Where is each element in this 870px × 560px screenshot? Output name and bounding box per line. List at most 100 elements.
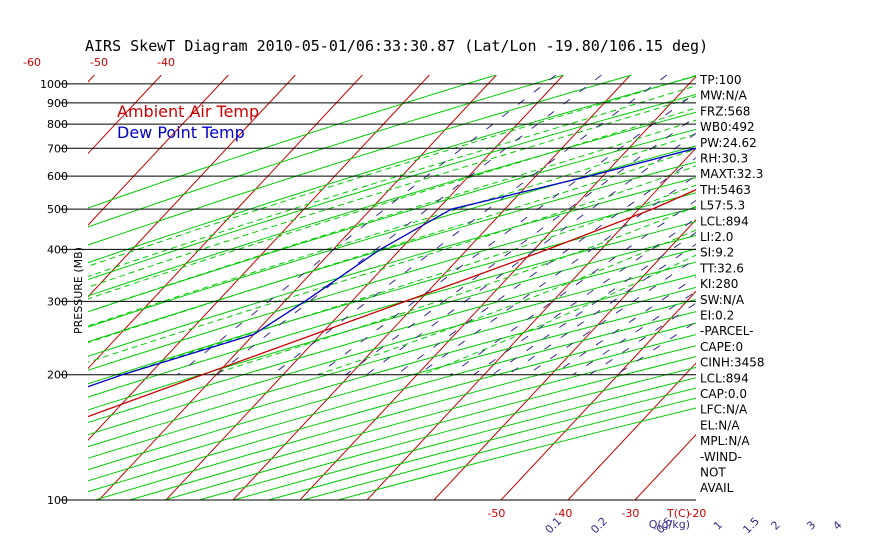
dry-adiabat-line: [88, 221, 696, 398]
dry-adiabat-line: [88, 234, 696, 411]
mixing-ratio-label: 0.2: [588, 515, 610, 537]
isotherm-line: [88, 75, 430, 441]
dry-adiabat-line: [88, 299, 696, 471]
mixing-ratio-line: [527, 257, 696, 376]
index-item: PW:24.62: [700, 136, 757, 150]
pressure-tick-label: 800: [47, 118, 68, 131]
dry-adiabat-line: [337, 407, 696, 500]
pressure-tick-label: 500: [47, 203, 68, 216]
dry-adiabat-line: [164, 356, 696, 500]
dry-adiabat-line: [88, 177, 696, 357]
pressure-tick-label: 1000: [40, 78, 68, 91]
isotherm-line: [433, 219, 696, 500]
temp-tick-label-top: -60: [23, 56, 41, 69]
moist-adiabat-line: [88, 75, 696, 267]
mixing-ratio-label: 3: [804, 518, 818, 532]
index-item: AVAIL: [700, 481, 734, 495]
dry-adiabat-line: [88, 75, 633, 246]
isotherm-line: [88, 75, 229, 226]
temp-tick-label-bottom: -30: [621, 507, 639, 520]
mixing-ratio-line: [507, 243, 696, 376]
moist-adiabat-line: [121, 184, 696, 376]
mixing-ratio-line: [396, 157, 696, 376]
index-item: L57:5.3: [700, 199, 745, 213]
moist-adiabat-line: [210, 205, 696, 376]
moist-adiabat-line: [88, 107, 696, 300]
isotherm-line: [165, 75, 564, 500]
pressure-tick-label: 600: [47, 170, 68, 183]
mixing-ratio-line: [345, 115, 696, 376]
index-item: NOT: [700, 466, 726, 480]
dry-adiabat-line: [88, 93, 696, 281]
dry-adiabat-line: [88, 128, 696, 313]
dry-adiabat-line: [303, 397, 696, 500]
dry-adiabat-line: [88, 322, 696, 493]
index-item: RH:30.3: [700, 152, 748, 166]
dry-adiabat-line: [88, 111, 696, 297]
mixing-ratio-line: [272, 75, 668, 376]
index-item: SI:9.2: [700, 246, 734, 260]
index-item: CAPE:0: [700, 340, 743, 354]
index-item: KI:280: [700, 277, 738, 291]
index-item: MAXT:32.3: [700, 167, 763, 181]
index-item: MPL:N/A: [700, 434, 750, 448]
dry-adiabat-line: [88, 261, 696, 436]
pressure-tick-label: 300: [47, 295, 68, 308]
index-item: TH:5463: [699, 183, 751, 197]
mixing-ratio-line: [492, 231, 696, 376]
index-item: MW:N/A: [700, 89, 748, 103]
mixing-ratio-lines: [177, 75, 696, 376]
index-item: EI:0.2: [700, 309, 734, 323]
index-item: LFC:N/A: [700, 403, 748, 417]
index-item: WB0:492: [700, 120, 755, 134]
temp-tick-label-top: -50: [90, 56, 108, 69]
moist-adiabat-line: [88, 85, 696, 278]
index-item: LI:2.0: [700, 230, 733, 244]
temp-unit-label: T(C): [666, 507, 690, 520]
pressure-tick-label: 100: [47, 494, 68, 507]
isotherm-line: [88, 75, 162, 155]
index-item: TP:100: [699, 73, 742, 87]
isotherm-line: [0, 75, 27, 500]
index-item: -PARCEL-: [700, 324, 754, 338]
mixing-unit-label: Q(g/kg): [649, 518, 690, 531]
temp-tick-label-top: -40: [157, 56, 175, 69]
dry-adiabat-line: [88, 192, 696, 371]
moist-adiabat-line: [317, 229, 696, 376]
series-line: [88, 147, 696, 388]
isotherm-lines: [0, 75, 696, 500]
index-item: -WIND-: [700, 450, 742, 464]
mixing-ratio-label: 2: [769, 518, 783, 532]
mixing-ratio-line: [177, 75, 557, 376]
dry-adiabat-line: [88, 75, 565, 228]
pressure-gridlines: 100 200 300 400 500 600 700 800 900 1000: [40, 78, 696, 507]
isotherm-line: [232, 75, 631, 500]
dry-adiabat-line: [88, 274, 696, 448]
legend: Ambient Air Temp Dew Point Temp: [117, 102, 259, 142]
pressure-tick-label: 700: [47, 142, 68, 155]
mixing-ratio-line: [366, 132, 696, 376]
dry-adiabat-line: [199, 366, 696, 500]
axis-labels: -50-40-30-20T(C)-120-110-100-90-80-70-60…: [23, 56, 870, 537]
index-item: SW:N/A: [700, 293, 745, 307]
moist-adiabat-line: [88, 133, 696, 327]
isotherm-line: [567, 362, 696, 500]
pressure-tick-label: 900: [47, 97, 68, 110]
moist-adiabat-line: [88, 165, 696, 363]
mixing-ratio-label: 4: [830, 518, 844, 532]
pressure-tick-label: 400: [47, 243, 68, 256]
dry-adiabat-line: [88, 206, 696, 385]
temp-tick-label-bottom: -50: [487, 507, 505, 520]
dry-adiabat-line: [88, 75, 497, 209]
chart-title: AIRS SkewT Diagram 2010-05-01/06:33:30.8…: [85, 37, 708, 55]
dry-adiabat-line: [88, 311, 696, 482]
pressure-tick-label: 200: [47, 369, 68, 382]
index-item: EL:N/A: [700, 418, 740, 432]
y-axis-label: PRESSURE (MB): [72, 247, 85, 334]
temp-tick-label-bottom: -20: [688, 507, 706, 520]
dry-adiabat-line: [88, 161, 696, 343]
series-line: [88, 189, 696, 418]
index-item: CAP:0.0: [700, 387, 747, 401]
legend-entry: Ambient Air Temp: [117, 102, 259, 121]
